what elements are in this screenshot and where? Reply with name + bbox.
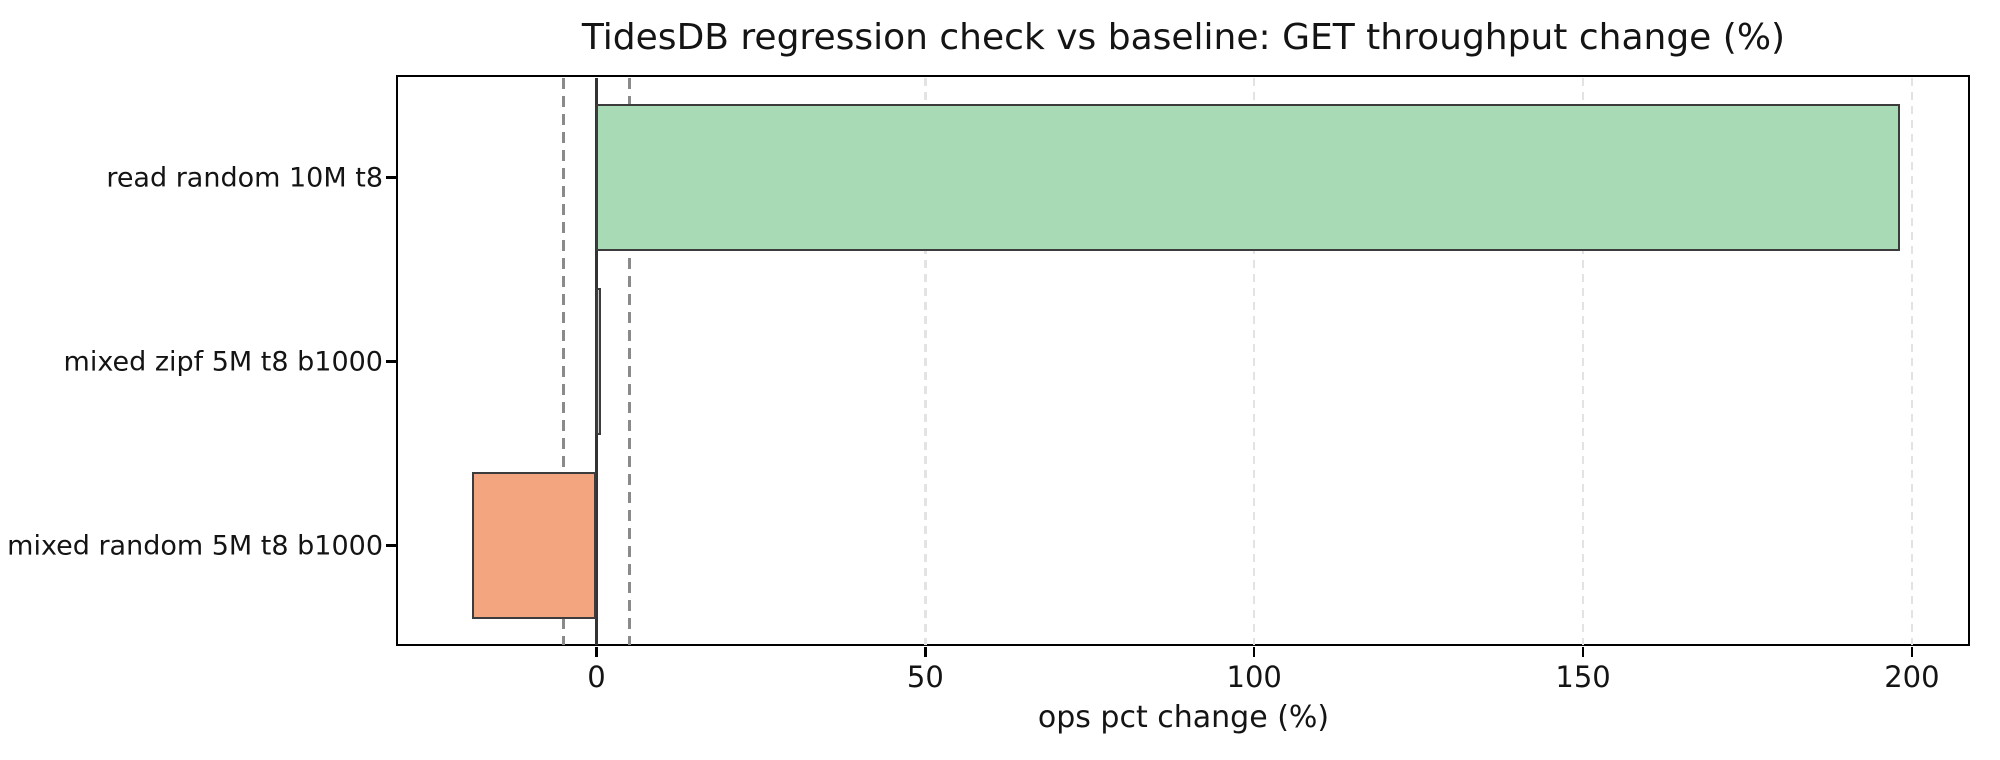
threshold-line-5	[628, 77, 631, 645]
y-tick-label-2: mixed random 5M t8 b1000	[7, 530, 383, 561]
x-tick-label-150: 150	[1555, 659, 1611, 694]
bar-mixed-random-5M-t8-b1000	[471, 472, 597, 619]
x-tick-mark-100	[1252, 647, 1256, 657]
gridline-200	[1910, 77, 1914, 645]
x-axis-label: ops pct change (%)	[1037, 700, 1330, 735]
gridline-100	[1252, 77, 1256, 645]
x-tick-mark-150	[1581, 647, 1585, 657]
x-tick-label-50: 50	[906, 659, 944, 694]
x-tick-label-200: 200	[1884, 659, 1940, 694]
y-tick-label-1: mixed zipf 5M t8 b1000	[63, 346, 383, 377]
y-tick-mark-2	[386, 544, 396, 547]
y-tick-mark-1	[386, 360, 396, 363]
bar-read-random-10M-t8	[596, 104, 1901, 251]
chart-title: TidesDB regression check vs baseline: GE…	[581, 17, 1786, 58]
x-tick-label-0: 0	[587, 659, 606, 694]
gridline-50	[924, 77, 927, 645]
x-tick-mark-0	[595, 647, 598, 657]
gridline-150	[1581, 77, 1585, 645]
y-tick-label-0: read random 10M t8	[106, 162, 383, 193]
x-tick-label-100: 100	[1226, 659, 1282, 694]
y-tick-mark-0	[386, 176, 396, 179]
x-tick-mark-50	[924, 647, 927, 657]
bar-mixed-zipf-5M-t8-b1000	[596, 288, 602, 435]
threshold-line--5	[562, 77, 565, 645]
x-tick-mark-200	[1910, 647, 1914, 657]
